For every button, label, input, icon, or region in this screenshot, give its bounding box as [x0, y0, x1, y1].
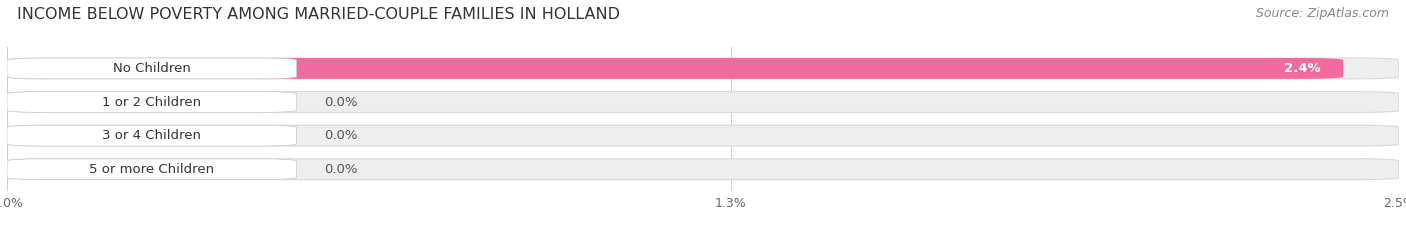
FancyBboxPatch shape	[7, 92, 1399, 113]
FancyBboxPatch shape	[7, 58, 1343, 79]
Text: 0.0%: 0.0%	[325, 163, 359, 176]
FancyBboxPatch shape	[7, 58, 1399, 79]
Text: 0.0%: 0.0%	[325, 129, 359, 142]
FancyBboxPatch shape	[7, 125, 1399, 146]
FancyBboxPatch shape	[7, 159, 297, 180]
Text: Source: ZipAtlas.com: Source: ZipAtlas.com	[1256, 7, 1389, 20]
Text: No Children: No Children	[112, 62, 191, 75]
Text: 3 or 4 Children: 3 or 4 Children	[103, 129, 201, 142]
FancyBboxPatch shape	[7, 125, 297, 146]
Text: INCOME BELOW POVERTY AMONG MARRIED-COUPLE FAMILIES IN HOLLAND: INCOME BELOW POVERTY AMONG MARRIED-COUPL…	[17, 7, 620, 22]
FancyBboxPatch shape	[7, 159, 297, 180]
Text: 2.4%: 2.4%	[1285, 62, 1322, 75]
FancyBboxPatch shape	[7, 58, 297, 79]
FancyBboxPatch shape	[7, 159, 1399, 180]
FancyBboxPatch shape	[7, 92, 297, 113]
Text: 1 or 2 Children: 1 or 2 Children	[103, 96, 201, 109]
FancyBboxPatch shape	[7, 125, 297, 146]
Text: 0.0%: 0.0%	[325, 96, 359, 109]
Text: 5 or more Children: 5 or more Children	[89, 163, 214, 176]
FancyBboxPatch shape	[7, 92, 297, 113]
